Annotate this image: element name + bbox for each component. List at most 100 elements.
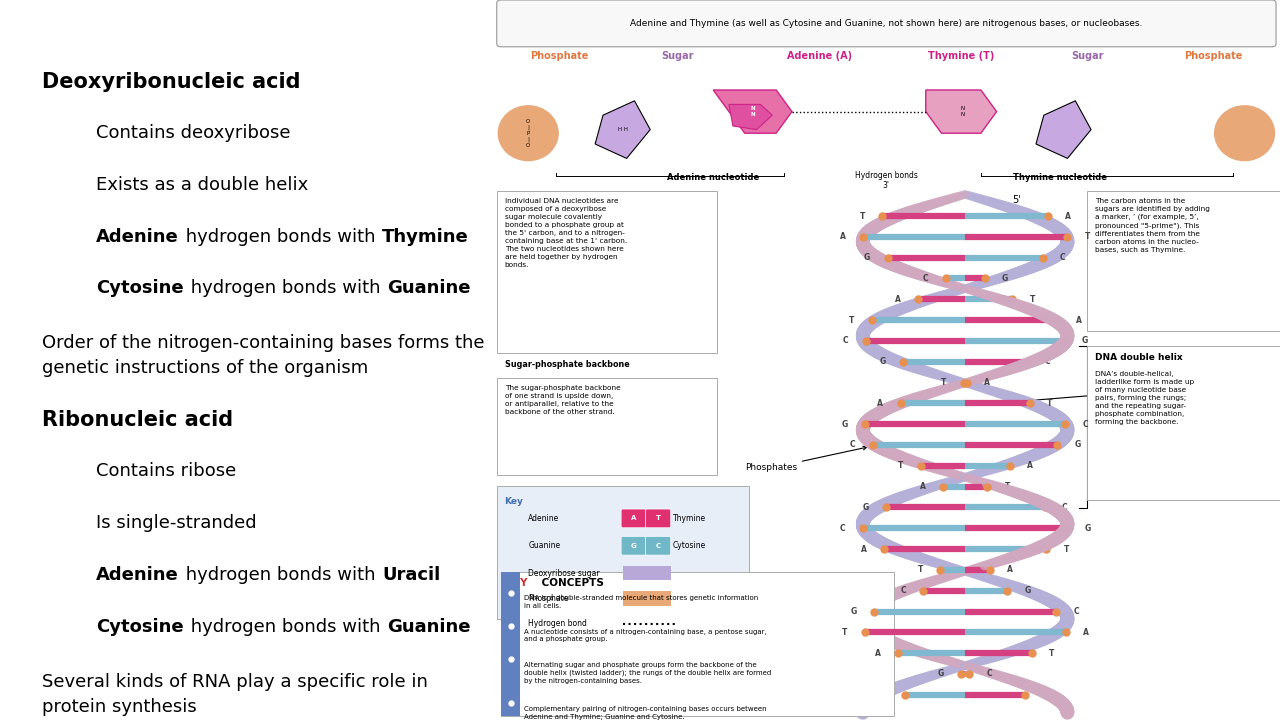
Text: C: C — [1060, 253, 1066, 262]
Text: Sugar: Sugar — [662, 51, 694, 61]
Text: Contains deoxyribose: Contains deoxyribose — [96, 124, 291, 142]
Text: G: G — [1043, 690, 1048, 699]
Text: G: G — [1024, 586, 1030, 595]
Text: Cytosine: Cytosine — [96, 279, 183, 297]
Text: hydrogen bonds with: hydrogen bonds with — [179, 228, 381, 246]
Text: A: A — [1007, 565, 1014, 575]
Text: C: C — [923, 274, 928, 283]
Text: C: C — [1044, 357, 1051, 366]
Text: Hydrogen bonds: Hydrogen bonds — [855, 171, 918, 179]
Text: hydrogen bonds with: hydrogen bonds with — [184, 618, 385, 636]
Text: T: T — [897, 462, 904, 470]
Text: DNA double helix: DNA double helix — [1094, 353, 1183, 361]
Text: Phosphate: Phosphate — [530, 51, 589, 61]
FancyBboxPatch shape — [621, 536, 646, 555]
Text: CONCEPTS: CONCEPTS — [539, 578, 604, 588]
Text: hydrogen bonds with: hydrogen bonds with — [184, 279, 385, 297]
Polygon shape — [730, 104, 772, 130]
Text: Cytosine: Cytosine — [673, 541, 707, 550]
FancyBboxPatch shape — [497, 191, 717, 353]
Text: KEY: KEY — [504, 578, 527, 588]
Text: A: A — [1065, 212, 1071, 220]
Text: T: T — [1005, 482, 1010, 491]
Text: Ribonucleic acid: Ribonucleic acid — [42, 410, 233, 431]
Text: Deoxyribonucleic acid: Deoxyribonucleic acid — [42, 72, 301, 92]
Text: C: C — [844, 336, 849, 346]
Text: A: A — [920, 482, 925, 491]
Text: A nucleotide consists of a nitrogen-containing base, a pentose sugar,
and a phos: A nucleotide consists of a nitrogen-cont… — [525, 629, 767, 642]
Bar — [622, 566, 672, 580]
Text: N
N: N N — [750, 107, 755, 117]
Text: A: A — [876, 649, 881, 657]
Text: A: A — [895, 294, 901, 304]
Text: G: G — [937, 670, 943, 678]
Text: Phosphate: Phosphate — [1184, 51, 1243, 61]
Text: G: G — [879, 357, 886, 366]
Text: G: G — [631, 543, 636, 549]
Text: G: G — [1074, 441, 1080, 449]
Text: Complementary pairing of nitrogen-containing bases occurs between
Adenine and Th: Complementary pairing of nitrogen-contai… — [525, 706, 767, 720]
Text: T: T — [918, 565, 923, 575]
Text: T: T — [860, 212, 865, 220]
Text: C: C — [1074, 607, 1079, 616]
Text: Alternating sugar and phosphate groups form the backbone of the
double helix (tw: Alternating sugar and phosphate groups f… — [525, 662, 772, 684]
Bar — [500, 572, 895, 716]
Text: G: G — [863, 503, 868, 512]
Text: The carbon atoms in the
sugars are identified by adding
a marker, ’ (for example: The carbon atoms in the sugars are ident… — [1094, 198, 1210, 253]
Polygon shape — [1036, 101, 1091, 158]
Text: Guanine: Guanine — [529, 541, 561, 550]
Text: C: C — [987, 670, 992, 678]
Text: Sugar-phosphate backbone: Sugar-phosphate backbone — [504, 360, 630, 369]
Text: Thymine: Thymine — [381, 228, 468, 246]
Text: The sugar-phosphate backbone
of one strand is upside down,
or antiparallel, rela: The sugar-phosphate backbone of one stra… — [504, 385, 621, 415]
Text: Adenine (A): Adenine (A) — [787, 51, 852, 61]
Text: Key: Key — [504, 497, 524, 505]
Text: hydrogen bonds with: hydrogen bonds with — [179, 566, 381, 584]
Text: O
|
P
|
O: O | P | O — [526, 119, 530, 148]
Text: A: A — [877, 399, 883, 408]
Text: C: C — [850, 441, 856, 449]
Text: T: T — [1050, 649, 1055, 657]
Text: Adenine: Adenine — [529, 514, 559, 523]
FancyBboxPatch shape — [497, 0, 1276, 47]
Text: Sugar: Sugar — [1071, 51, 1103, 61]
Text: Phosphate: Phosphate — [529, 594, 568, 603]
Text: Deoxyribose sugar: Deoxyribose sugar — [529, 569, 600, 577]
Text: G: G — [842, 420, 847, 428]
Text: Thymine nucleotide: Thymine nucleotide — [1012, 173, 1107, 181]
Text: Uracil: Uracil — [381, 566, 440, 584]
Text: DNA’s double-helical,
ladderlike form is made up
of many nucleotide base
pairs, : DNA’s double-helical, ladderlike form is… — [1094, 371, 1194, 425]
Text: C: C — [900, 586, 906, 595]
Text: Phosphates: Phosphates — [745, 446, 867, 472]
Text: C: C — [655, 543, 660, 549]
Text: A: A — [1083, 628, 1089, 637]
Text: Adenine nucleotide: Adenine nucleotide — [667, 173, 759, 181]
FancyBboxPatch shape — [1087, 191, 1280, 331]
Text: G: G — [1002, 274, 1009, 283]
Text: 5': 5' — [1012, 195, 1020, 205]
Text: A: A — [984, 378, 989, 387]
Text: A: A — [861, 544, 867, 554]
Text: T: T — [842, 628, 847, 637]
Text: Is single-stranded: Is single-stranded — [96, 514, 256, 532]
Text: Cytosine: Cytosine — [96, 618, 183, 636]
Circle shape — [1215, 106, 1275, 161]
Text: A: A — [631, 516, 636, 521]
Text: Several kinds of RNA play a specific role in
protein synthesis: Several kinds of RNA play a specific rol… — [42, 672, 428, 716]
Text: T: T — [1064, 544, 1069, 554]
Text: Sugars: Sugars — [1001, 388, 1146, 405]
FancyBboxPatch shape — [645, 509, 671, 528]
Text: C: C — [882, 690, 887, 699]
Text: Adenine and Thymine (as well as Cytosine and Guanine, not shown here) are nitrog: Adenine and Thymine (as well as Cytosine… — [630, 19, 1143, 28]
Text: Guanine: Guanine — [387, 279, 470, 297]
Text: T: T — [849, 315, 855, 325]
Text: Individual DNA nucleotides are
composed of a deoxyribose
sugar molecule covalent: Individual DNA nucleotides are composed … — [504, 198, 627, 268]
Text: Thymine: Thymine — [673, 514, 707, 523]
Text: C: C — [840, 523, 846, 533]
Polygon shape — [713, 90, 792, 133]
Circle shape — [498, 106, 558, 161]
Text: Thymine (T): Thymine (T) — [928, 51, 995, 61]
Text: G: G — [864, 253, 870, 262]
Polygon shape — [595, 101, 650, 158]
Text: A: A — [1075, 315, 1082, 325]
